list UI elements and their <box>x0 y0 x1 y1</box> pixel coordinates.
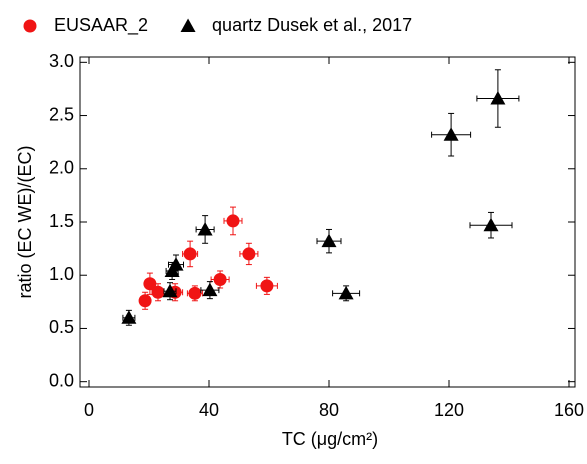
point <box>162 283 178 298</box>
y-tick-label: 3.0 <box>49 51 74 71</box>
y-tick-label: 0.5 <box>49 317 74 337</box>
x-tick-label: 160 <box>554 400 584 420</box>
x-tick-label: 80 <box>319 400 339 420</box>
point <box>490 91 506 105</box>
point <box>121 310 137 324</box>
point <box>202 282 218 297</box>
plot-frame <box>79 56 576 388</box>
point <box>151 285 165 299</box>
y-tick-label: 2.0 <box>49 158 74 178</box>
y-axis-label: ratio (EC WE)/(EC) <box>15 146 35 299</box>
x-axis-label: TC (μg/cm²) <box>282 429 378 449</box>
point <box>338 285 354 300</box>
x-tick-label: 40 <box>199 400 219 420</box>
point <box>443 127 459 141</box>
y-tick-label: 2.5 <box>49 104 74 124</box>
legend-marker <box>23 19 37 33</box>
point <box>213 272 227 286</box>
point <box>188 286 202 300</box>
point <box>197 221 213 236</box>
legend-label: EUSAAR_2 <box>54 15 148 36</box>
point <box>143 277 157 291</box>
x-tick-label: 0 <box>84 400 94 420</box>
point <box>168 257 184 271</box>
legend-label: quartz Dusek et al., 2017 <box>212 15 412 35</box>
point <box>260 279 274 293</box>
y-tick-label: 0.0 <box>49 370 74 390</box>
point <box>483 217 499 232</box>
point <box>226 214 240 228</box>
y-tick-label: 1.5 <box>49 211 74 231</box>
legend-marker <box>180 18 196 32</box>
point <box>138 294 152 308</box>
y-tick-label: 1.0 <box>49 264 74 284</box>
x-tick-label: 120 <box>434 400 464 420</box>
point <box>242 247 256 261</box>
point <box>321 233 337 248</box>
point <box>183 247 197 261</box>
